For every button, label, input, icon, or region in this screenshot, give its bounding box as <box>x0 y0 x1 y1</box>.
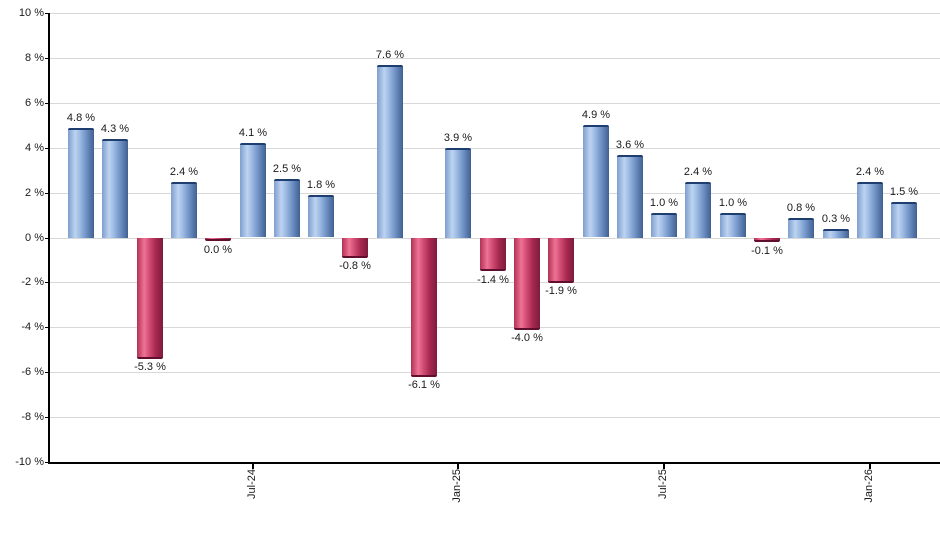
x-axis-tick <box>869 464 871 469</box>
gridline <box>50 327 940 328</box>
bar-value-label: -4.0 % <box>511 332 543 344</box>
bar <box>720 213 746 237</box>
y-axis-tick-label: -4 % <box>21 321 44 333</box>
bar <box>651 213 677 237</box>
y-axis-tick-label: 6 % <box>25 97 44 109</box>
y-axis-tick-label: 0 % <box>25 232 44 244</box>
bar <box>377 65 403 238</box>
bar <box>788 218 814 238</box>
bar <box>68 128 94 238</box>
bar <box>583 125 609 237</box>
bar <box>514 238 540 330</box>
bar <box>171 182 197 238</box>
bar <box>480 238 506 271</box>
y-axis-tick-label: -2 % <box>21 276 44 288</box>
bar-value-label: 7.6 % <box>375 49 405 61</box>
y-axis-tick <box>45 193 49 194</box>
gridline <box>50 417 940 418</box>
bar-value-label: 0.0 % <box>203 244 233 256</box>
x-axis-tick <box>252 464 254 469</box>
x-axis-line <box>48 462 940 464</box>
y-axis-tick <box>45 372 49 373</box>
y-axis-line <box>48 13 50 464</box>
y-axis-tick <box>45 103 49 104</box>
bar <box>891 202 917 238</box>
bar-value-label: 4.1 % <box>238 127 268 139</box>
y-axis-tick-label: 2 % <box>25 187 44 199</box>
x-axis-tick-label: Jul-25 <box>657 469 669 499</box>
bar-value-label: -0.1 % <box>751 245 783 257</box>
x-axis-tick <box>457 464 459 469</box>
y-axis-tick <box>45 417 49 418</box>
bar-value-label: -6.1 % <box>408 379 440 391</box>
bar-value-label: -5.3 % <box>134 361 166 373</box>
bar-value-label: 1.5 % <box>889 186 919 198</box>
y-axis-tick <box>45 327 49 328</box>
gridline <box>50 193 940 194</box>
bar-value-label: 4.9 % <box>581 109 611 121</box>
bar-value-label: 0.8 % <box>786 202 816 214</box>
gridline <box>50 103 940 104</box>
bar-value-label: 4.3 % <box>100 123 130 135</box>
gridline <box>50 148 940 149</box>
bar <box>274 179 300 237</box>
bar <box>685 182 711 238</box>
gridline <box>50 13 940 14</box>
y-axis-tick-label: -6 % <box>21 366 44 378</box>
y-axis-tick <box>45 58 49 59</box>
bar <box>548 238 574 283</box>
bar <box>857 182 883 238</box>
bar-value-label: -1.9 % <box>545 285 577 297</box>
gridline <box>50 372 940 373</box>
bar-value-label: 2.4 % <box>855 166 885 178</box>
y-axis-tick <box>45 282 49 283</box>
bar <box>754 238 780 242</box>
y-axis-tick <box>45 148 49 149</box>
bar <box>617 155 643 238</box>
y-axis-tick-label: -8 % <box>21 411 44 423</box>
bar-value-label: 0.3 % <box>821 213 851 225</box>
y-axis-tick <box>45 238 49 239</box>
bar-value-label: 1.0 % <box>649 197 679 209</box>
x-axis-tick-label: Jul-24 <box>246 469 258 499</box>
bar-value-label: 1.0 % <box>718 197 748 209</box>
bar <box>823 229 849 238</box>
bar-value-label: 2.4 % <box>683 166 713 178</box>
bar-value-label: 4.8 % <box>66 112 96 124</box>
bar <box>102 139 128 238</box>
bar <box>445 148 471 238</box>
bar-value-label: 3.6 % <box>615 139 645 151</box>
bar <box>411 238 437 377</box>
bar-value-label: 2.4 % <box>169 166 199 178</box>
y-axis-tick-label: 4 % <box>25 142 44 154</box>
y-axis-tick-label: 10 % <box>18 7 44 19</box>
bar <box>240 143 266 237</box>
x-axis-tick-label: Jan-26 <box>863 469 875 503</box>
bar <box>137 238 163 359</box>
x-axis-tick <box>663 464 665 469</box>
y-axis-tick <box>45 13 49 14</box>
bar-value-label: 1.8 % <box>306 179 336 191</box>
bar <box>205 238 231 241</box>
y-axis-tick-label: -10 % <box>15 456 44 468</box>
y-axis-tick-label: 8 % <box>25 52 44 64</box>
bar-value-label: 3.9 % <box>443 132 473 144</box>
bar-value-label: -0.8 % <box>339 260 371 272</box>
y-axis-tick <box>45 462 49 463</box>
bar <box>308 195 334 237</box>
bar-value-label: 2.5 % <box>272 163 302 175</box>
gridline <box>50 58 940 59</box>
x-axis-tick-label: Jan-25 <box>451 469 463 503</box>
bar-value-label: -1.4 % <box>477 274 509 286</box>
gridline <box>50 282 940 283</box>
bar <box>342 238 368 258</box>
